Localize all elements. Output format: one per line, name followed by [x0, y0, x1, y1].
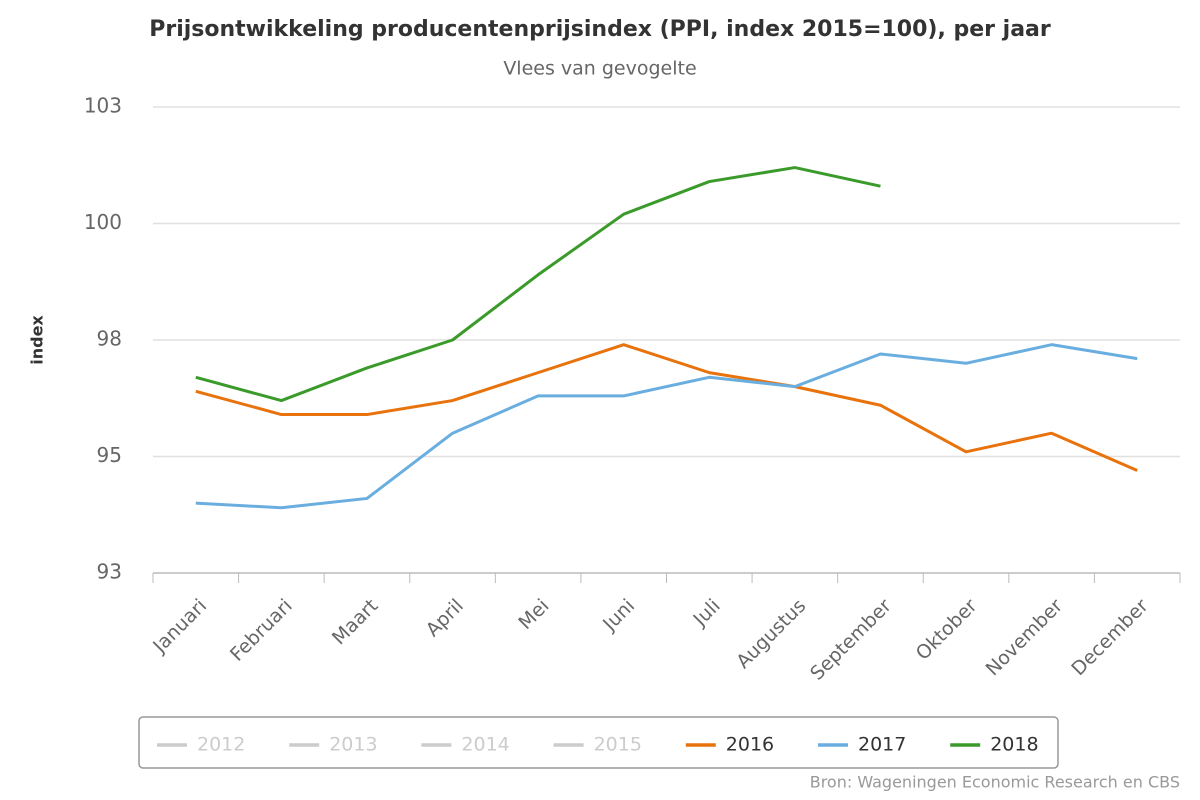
- chart-subtitle: Vlees van gevogelte: [503, 58, 696, 80]
- legend-box: [138, 716, 1059, 769]
- chart-title: Prijsontwikkeling producentenprijsindex …: [149, 17, 1051, 42]
- x-tick-label: Januari: [148, 595, 211, 658]
- x-tick-label: Februari: [226, 595, 297, 666]
- legend-label: 2018: [990, 734, 1038, 756]
- y-axis-label: index: [28, 315, 47, 365]
- source: Bron: Wageningen Economic Research en CB…: [810, 773, 1180, 792]
- legend-label: 2014: [461, 734, 509, 756]
- x-tick-label: Oktober: [912, 595, 982, 665]
- series-line: [195, 343, 1138, 510]
- legend-label: 2015: [594, 734, 642, 756]
- y-tick-label: 103: [84, 94, 122, 118]
- x-tick-label: Mei: [514, 595, 553, 634]
- legend-label: 2016: [726, 734, 774, 756]
- legend-label: 2012: [197, 734, 245, 756]
- x-tick-label: Juli: [689, 595, 725, 631]
- legend-label: 2013: [329, 734, 377, 756]
- series-line: [195, 166, 881, 403]
- x-tick-label: December: [1067, 595, 1152, 680]
- series-line: [195, 343, 1138, 472]
- x-tick-label: November: [982, 595, 1068, 681]
- x-tick-label: Augustus: [732, 595, 810, 673]
- x-tick-label: April: [422, 595, 468, 641]
- y-tick-label: 95: [97, 443, 122, 467]
- x-tick-label: Juni: [598, 595, 639, 636]
- y-tick-label: 93: [97, 560, 122, 584]
- x-tick-label: September: [806, 595, 896, 685]
- legend-label: 2017: [858, 734, 906, 756]
- y-tick-label: 98: [97, 327, 122, 351]
- y-tick-label: 100: [84, 210, 122, 234]
- x-tick-label: Maart: [328, 595, 382, 649]
